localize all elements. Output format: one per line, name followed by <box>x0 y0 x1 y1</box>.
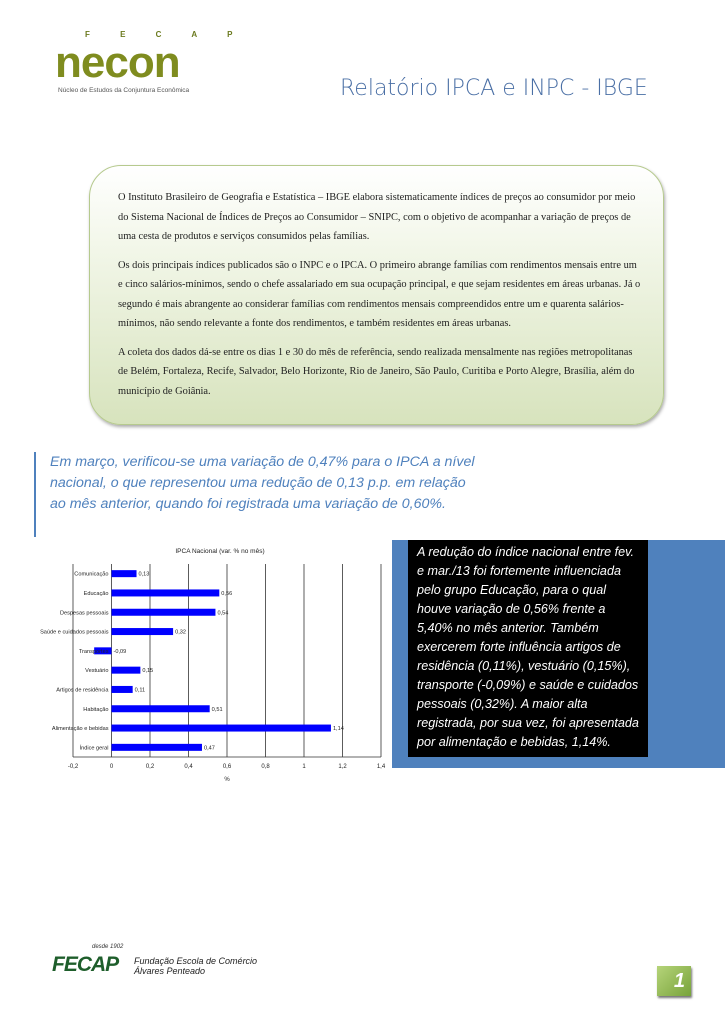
bar <box>111 705 210 713</box>
bar <box>111 628 174 636</box>
data-label: 0,51 <box>212 707 223 713</box>
x-axis-label: % <box>224 777 230 783</box>
bar <box>111 570 137 578</box>
footer-line1: Fundação Escola de Comércio <box>134 956 258 966</box>
footer-since: desde 1902 <box>92 944 124 950</box>
data-label: 0,56 <box>221 591 232 597</box>
data-label: 1,14 <box>333 726 344 732</box>
x-tick-label: 0,2 <box>146 764 155 770</box>
bar <box>111 724 331 732</box>
x-tick-label: 1 <box>302 764 306 770</box>
ipca-bar-chart: IPCA Nacional (var. % no mês) -0,2 0 0,2 0,4… <box>40 548 386 783</box>
necon-logo: F E C A P necon Núcleo de Estudos da Con… <box>55 30 232 98</box>
data-label: 0,11 <box>135 687 145 693</box>
page-number: 1 <box>657 966 691 996</box>
bar <box>111 608 216 616</box>
category-label: Comunicação <box>74 572 108 578</box>
data-label: 0,13 <box>139 572 150 578</box>
fecap-footer-logo: desde 1902 FECAP Fundação Escola de Comé… <box>52 944 257 980</box>
category-label: Habitação <box>83 707 108 713</box>
bar <box>94 647 112 655</box>
data-label: 0,54 <box>217 610 228 616</box>
data-label: -0,09 <box>114 649 127 655</box>
logo-subtitle: Núcleo de Estudos da Conjuntura Econômic… <box>58 87 190 94</box>
x-tick-label: 0,8 <box>261 764 270 770</box>
lead-text: Em março, verificou-se uma variação de 0… <box>34 452 480 537</box>
intro-paragraph: Os dois principais índices publicados sã… <box>118 259 641 330</box>
category-label: Educação <box>84 591 109 597</box>
category-label: Transportes <box>79 649 109 655</box>
x-tick-label: 0 <box>110 764 114 770</box>
category-label: Alimentação e bebidas <box>52 726 109 732</box>
data-label: 0,47 <box>204 745 215 751</box>
footer-mark: FECAP <box>52 953 119 976</box>
category-label: Índice geral <box>80 744 109 751</box>
x-tick-label: 1,2 <box>338 764 347 770</box>
category-label: Despesas pessoais <box>60 610 109 616</box>
intro-box: O Instituto Brasileiro de Geografia e Es… <box>89 165 664 425</box>
x-tick-label: 1,4 <box>377 764 386 770</box>
x-tick-label: 0,4 <box>184 764 193 770</box>
data-label: 0,32 <box>175 630 186 636</box>
category-label: Saúde e cuidados pessoais <box>40 630 109 636</box>
bar <box>111 666 141 674</box>
footer-line2: Álvares Penteado <box>134 966 206 976</box>
bar <box>111 743 202 751</box>
logo-fecap-text: F E C A P <box>85 30 247 39</box>
page-title: Relatório IPCA e INPC - IBGE <box>340 76 648 101</box>
x-tick-label: 0,6 <box>223 764 232 770</box>
category-label: Artigos de residência <box>56 687 109 693</box>
bar <box>111 685 133 693</box>
sidebar-note: A redução do índice nacional entre fev. … <box>408 540 648 757</box>
intro-paragraph: A coleta dos dados dá-se entre os dias 1… <box>118 346 635 397</box>
intro-paragraph: O Instituto Brasileiro de Geografia e Es… <box>118 192 636 242</box>
data-label: 0,15 <box>142 668 153 674</box>
category-label: Vestuário <box>85 668 108 674</box>
logo-necon-text: necon <box>55 38 181 87</box>
x-tick-label: -0,2 <box>68 764 79 770</box>
bar <box>111 589 220 597</box>
chart-title: IPCA Nacional (var. % no mês) <box>175 548 264 555</box>
